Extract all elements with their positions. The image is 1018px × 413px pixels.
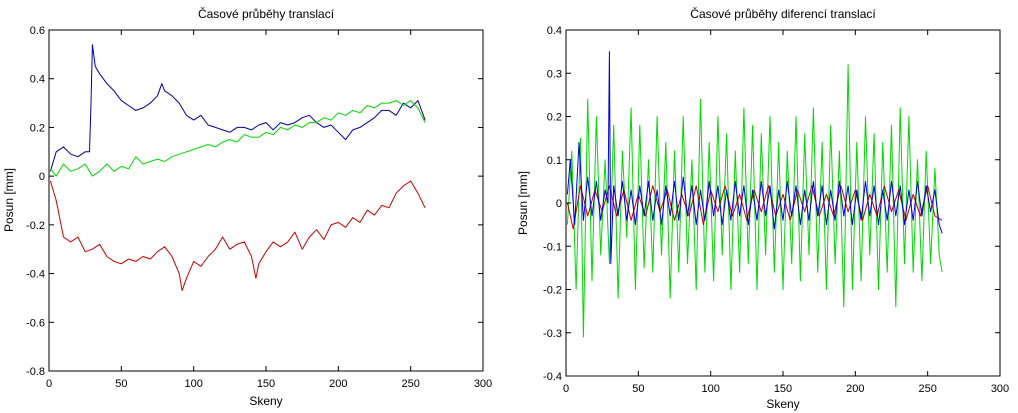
- y-tick-label: 0.4: [30, 74, 45, 86]
- x-axis-label: Skeny: [249, 394, 282, 408]
- x-tick-label: 0: [46, 378, 52, 390]
- plot-area: [48, 29, 484, 372]
- x-tick-label: 100: [701, 383, 719, 395]
- y-tick-label: 0.2: [30, 122, 45, 134]
- y-tick-label: 0.2: [547, 112, 562, 124]
- ticks-layer: 0 50 100 150 200 250 300 0.4 0.3 0.2 0.1 0 -0.1 -0.2 -…: [543, 25, 1009, 395]
- y-axis-label: Posun [mm]: [2, 168, 16, 232]
- y-tick-label: 0: [39, 171, 45, 183]
- y-axis-label: Posun [mm]: [516, 171, 530, 235]
- x-axis-label: Skeny: [766, 397, 799, 411]
- series-layer: [49, 44, 426, 292]
- y-tick-label: 0: [556, 198, 562, 210]
- y-tick-label: -0.1: [543, 241, 562, 253]
- y-tick-label: -0.4: [543, 371, 562, 383]
- series-line-3: [49, 180, 426, 292]
- x-tick-label: 150: [774, 383, 792, 395]
- series-layer: [566, 51, 943, 338]
- y-tick-label: 0.4: [547, 25, 562, 37]
- plot-area: [565, 29, 1001, 377]
- y-tick-label: 0.1: [547, 155, 562, 167]
- x-tick-label: 50: [115, 378, 127, 390]
- chart-title: Časové průběhy translací: [198, 6, 335, 21]
- x-tick-label: 300: [991, 383, 1009, 395]
- x-tick-label: 50: [632, 383, 644, 395]
- ticks-layer: 0 50 100 150 200 250 300 0.6 0.4 0.2 0 -0.2 -0.4 -0.6…: [26, 25, 492, 390]
- series-line-2: [50, 100, 426, 177]
- y-tick-label: 0.6: [30, 25, 45, 37]
- y-tick-label: 0.3: [547, 68, 562, 80]
- series-line-1: [49, 44, 426, 172]
- x-tick-label: 300: [474, 378, 492, 390]
- chart-translation-differences: Časové průběhy diferencí translací 0 50 10…: [516, 6, 1009, 411]
- x-tick-label: 0: [563, 383, 569, 395]
- chart-translations: Časové průběhy translací 0 50 100 150 200 250…: [2, 6, 492, 408]
- x-tick-label: 250: [401, 378, 419, 390]
- x-tick-label: 200: [846, 383, 864, 395]
- x-tick-label: 200: [329, 378, 347, 390]
- y-tick-label: -0.2: [543, 285, 562, 297]
- x-tick-label: 150: [257, 378, 275, 390]
- x-tick-label: 250: [918, 383, 936, 395]
- y-tick-label: -0.4: [26, 269, 45, 281]
- y-tick-label: -0.3: [543, 328, 562, 340]
- y-tick-label: -0.8: [26, 366, 45, 378]
- x-tick-label: 100: [184, 378, 202, 390]
- series-line-3: [566, 51, 943, 265]
- y-tick-label: -0.6: [26, 317, 45, 329]
- chart-title: Časové průběhy diferencí translací: [690, 6, 876, 21]
- y-tick-label: -0.2: [26, 220, 45, 232]
